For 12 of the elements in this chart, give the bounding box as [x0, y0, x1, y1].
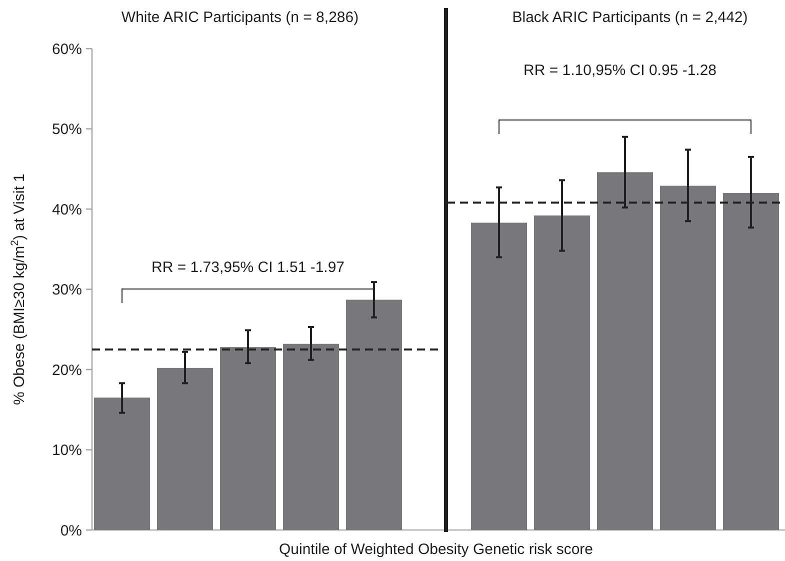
annotation: RR = 1.10,95% CI 0.95 -1.28 [523, 62, 717, 79]
text: White ARIC Participants (n = 8,286) [121, 9, 359, 26]
y-tick-label: 10% [52, 442, 82, 460]
y-tick-label: 50% [52, 121, 82, 138]
y-tick-label: 30% [52, 282, 82, 299]
y-tick-label: 40% [52, 201, 82, 218]
y-tick-label: 20% [52, 362, 82, 379]
y-tick-label: 60% [52, 40, 82, 58]
text: Black ARIC Participants (n = 2,442) [512, 9, 748, 26]
x-axis-title: Quintile of Weighted Obesity Genetic risk score [278, 541, 594, 558]
y-tick-label: 0% [60, 522, 82, 540]
annotation: RR = 1.73,95% CI 1.51 -1.97 [151, 259, 345, 276]
